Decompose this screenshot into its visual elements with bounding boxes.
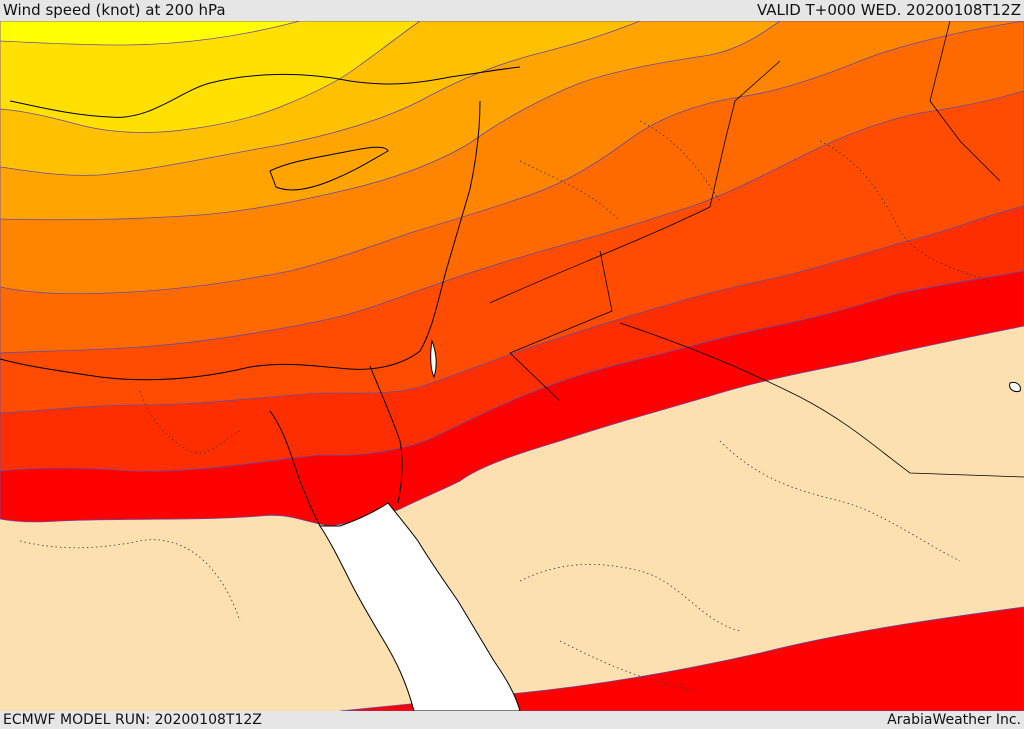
wind-speed-map [0, 21, 1024, 711]
wind-band-1 [0, 21, 301, 46]
footer-bar: ECMWF MODEL RUN: 20200108T12Z ArabiaWeat… [0, 711, 1024, 729]
map-canvas [0, 21, 1024, 711]
model-run-label: ECMWF MODEL RUN: 20200108T12Z [3, 712, 262, 728]
map-title: Wind speed (knot) at 200 hPa [3, 1, 226, 19]
persian-gulf-lake [1009, 382, 1021, 392]
wind-band-2 [0, 21, 421, 133]
red-sea [319, 502, 521, 711]
mediterranean-coast [0, 100, 481, 381]
credit-label: ArabiaWeather Inc. [887, 712, 1021, 728]
dead-sea [430, 339, 437, 379]
country-borders [489, 21, 1024, 478]
sinai-outline [269, 365, 403, 527]
cyprus-island [269, 146, 389, 191]
turkey-coast [9, 66, 521, 118]
header-bar: Wind speed (knot) at 200 hPa VALID T+000… [0, 0, 1024, 21]
province-borders [19, 120, 991, 692]
valid-time-label: VALID T+000 WED. 20200108T12Z [756, 1, 1021, 19]
